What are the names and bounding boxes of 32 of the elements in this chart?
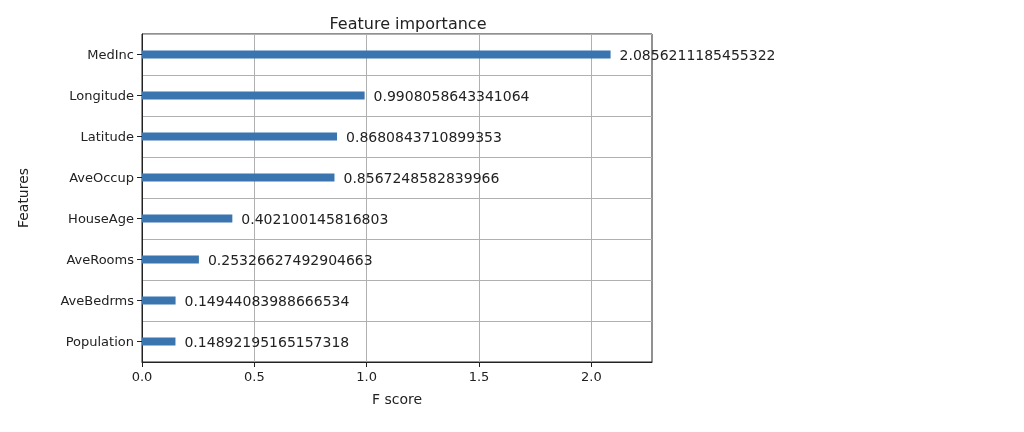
bar bbox=[142, 91, 365, 100]
bar bbox=[142, 214, 233, 223]
x-tick-label: 0.5 bbox=[243, 369, 265, 384]
y-tick-label: AveRooms bbox=[66, 252, 135, 267]
y-tick-label: Population bbox=[65, 334, 134, 349]
y-tick-label: Longitude bbox=[69, 88, 134, 103]
bar bbox=[142, 50, 611, 59]
bar bbox=[142, 296, 176, 305]
x-tick-label: 2.0 bbox=[581, 369, 602, 384]
y-tick-label: AveBedrms bbox=[60, 293, 135, 308]
data-label: 0.8680843710899353 bbox=[346, 128, 502, 145]
data-label: 0.8567248582839966 bbox=[343, 169, 500, 186]
data-label: 0.14892195165157318 bbox=[184, 333, 350, 350]
chart-title: Feature importance bbox=[329, 13, 487, 33]
bar bbox=[142, 337, 176, 346]
x-tick-label: 0.0 bbox=[131, 369, 153, 384]
y-axis-title: Features bbox=[15, 167, 31, 229]
bar bbox=[142, 132, 338, 141]
data-label: 0.9908058643341064 bbox=[373, 87, 530, 104]
y-tick-label: MedInc bbox=[87, 47, 134, 62]
y-tick-label: Latitude bbox=[80, 129, 134, 144]
x-axis-title: F score bbox=[371, 391, 423, 407]
x-tick-label: 1.0 bbox=[356, 369, 378, 384]
data-label: 2.0856211185455322 bbox=[619, 46, 776, 63]
x-tick-label: 1.5 bbox=[468, 369, 490, 384]
data-label: 0.402100145816803 bbox=[241, 210, 389, 227]
bar bbox=[142, 173, 335, 182]
data-label: 0.14944083988666534 bbox=[184, 292, 350, 309]
y-tick-label: HouseAge bbox=[68, 211, 134, 226]
bar bbox=[142, 255, 199, 264]
y-tick-label: AveOccup bbox=[69, 170, 134, 185]
data-label: 0.25326627492904663 bbox=[207, 251, 373, 268]
